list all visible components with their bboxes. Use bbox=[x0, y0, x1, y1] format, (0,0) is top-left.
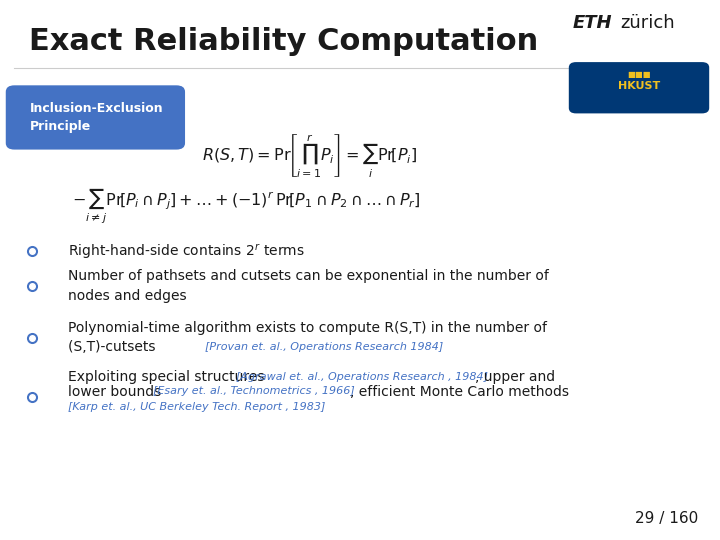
Text: lower bounds: lower bounds bbox=[68, 384, 166, 399]
FancyBboxPatch shape bbox=[6, 85, 185, 150]
Text: [Provan et. al., Operations Research 1984]: [Provan et. al., Operations Research 198… bbox=[205, 342, 444, 352]
Text: [Esary et. al., Technometrics , 1966]: [Esary et. al., Technometrics , 1966] bbox=[153, 387, 354, 396]
Text: Exact Reliability Computation: Exact Reliability Computation bbox=[29, 27, 538, 56]
Text: , efficient Monte Carlo methods: , efficient Monte Carlo methods bbox=[350, 384, 569, 399]
Text: $-\sum_{i \neq j} \mathrm{Pr}\!\left[P_i \cap P_j\right] + \ldots + (-1)^r\,\mat: $-\sum_{i \neq j} \mathrm{Pr}\!\left[P_i… bbox=[72, 186, 420, 226]
Text: Inclusion-Exclusion
Principle: Inclusion-Exclusion Principle bbox=[30, 102, 164, 132]
Text: Right-hand-side contains $2^r$ terms: Right-hand-side contains $2^r$ terms bbox=[68, 241, 305, 260]
Text: (S,T)-cutsets: (S,T)-cutsets bbox=[68, 340, 165, 354]
Text: 29 / 160: 29 / 160 bbox=[635, 511, 698, 526]
Text: HKUST: HKUST bbox=[618, 82, 660, 91]
FancyBboxPatch shape bbox=[569, 62, 709, 113]
Text: [Karp et. al., UC Berkeley Tech. Report , 1983]: [Karp et. al., UC Berkeley Tech. Report … bbox=[68, 402, 325, 411]
Text: , upper and: , upper and bbox=[475, 370, 555, 384]
Text: Exploiting special structures: Exploiting special structures bbox=[68, 370, 269, 384]
Text: $R(S,T) = \mathrm{Pr}\!\left[\prod_{i=1}^{r} P_i\right] = \sum_{i} \mathrm{Pr}\!: $R(S,T) = \mathrm{Pr}\!\left[\prod_{i=1}… bbox=[202, 132, 417, 180]
Text: Polynomial-time algorithm exists to compute R(S,T) in the number of: Polynomial-time algorithm exists to comp… bbox=[68, 321, 547, 335]
Text: nodes and edges: nodes and edges bbox=[68, 289, 187, 303]
Text: [Agrawal et. al., Operations Research , 1984]: [Agrawal et. al., Operations Research , … bbox=[236, 372, 488, 382]
Text: zürich: zürich bbox=[621, 14, 675, 31]
Text: ETH: ETH bbox=[572, 14, 612, 31]
Text: Number of pathsets and cutsets can be exponential in the number of: Number of pathsets and cutsets can be ex… bbox=[68, 269, 549, 284]
Text: ■■■: ■■■ bbox=[628, 70, 651, 79]
